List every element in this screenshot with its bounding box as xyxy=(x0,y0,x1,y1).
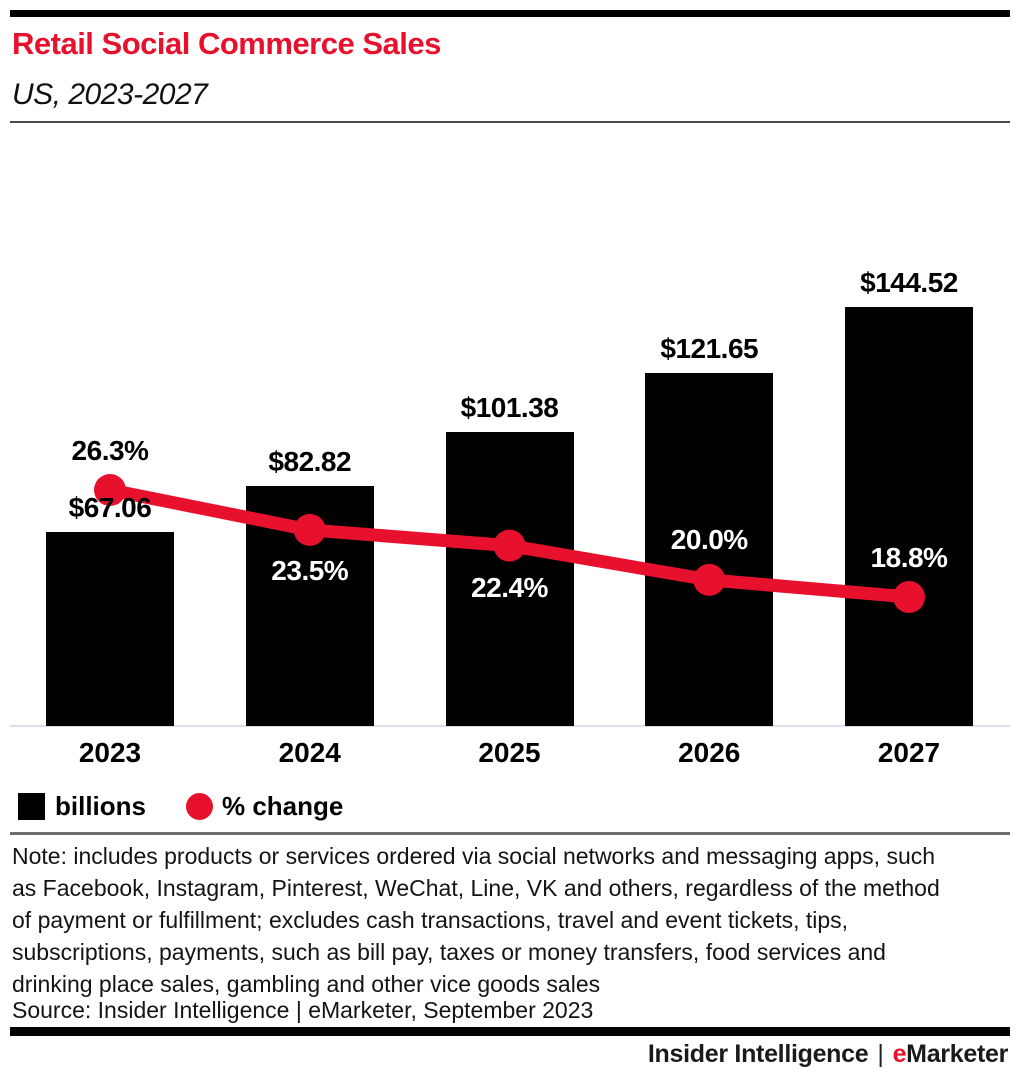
brand-emarketer: eMarketer xyxy=(892,1040,1009,1068)
page-title: Retail Social Commerce Sales xyxy=(12,26,441,61)
brand-pipe: | xyxy=(877,1040,884,1068)
note-text: Note: includes products or services orde… xyxy=(12,840,940,1000)
brand-e: e xyxy=(892,1040,907,1068)
billions-square-swatch-icon xyxy=(18,793,45,820)
bar-2027 xyxy=(845,306,973,726)
pct-change-label-2024: 23.5% xyxy=(271,554,349,586)
x-axis-label-2025: 2025 xyxy=(478,737,541,768)
bar-value-label-2026: $121.65 xyxy=(660,333,759,365)
note-line: as Facebook, Instagram, Pinterest, WeCha… xyxy=(12,875,940,901)
source-text: Source: Insider Intelligence | eMarketer… xyxy=(12,997,594,1023)
brand-marketer: Marketer xyxy=(906,1040,1008,1068)
chart-subtitle: US, 2023-2027 xyxy=(12,78,208,111)
bar-value-label-2024: $82.82 xyxy=(268,445,352,477)
note-line: of payment or fulfillment; excludes cash… xyxy=(12,907,849,933)
legend-label-billions: billions xyxy=(55,791,146,821)
pct-change-label-2027: 18.8% xyxy=(870,542,948,574)
x-axis-label-2023: 2023 xyxy=(78,737,142,768)
pct-change-label-2026: 20.0% xyxy=(670,523,748,555)
bar-value-label-2023: $67.06 xyxy=(68,491,152,523)
footer-divider xyxy=(10,1027,1010,1036)
pct-change-label-2023: 26.3% xyxy=(71,435,149,466)
x-axis-label-2026: 2026 xyxy=(678,737,741,768)
top-accent-bar xyxy=(10,10,1010,17)
note-line: drinking place sales, gambling and other… xyxy=(12,971,601,997)
brand-footer: Insider Intelligence | eMarketer xyxy=(648,1040,1008,1069)
bar-2024 xyxy=(245,485,374,726)
legend-label-pct-change: % change xyxy=(222,791,344,821)
brand-insider-intelligence: Insider Intelligence xyxy=(647,1040,869,1068)
legend-item-billions: billions xyxy=(18,791,146,822)
legend: billions % change xyxy=(18,791,343,822)
x-axis-label-2024: 2024 xyxy=(278,737,341,768)
pct-change-label-2025: 22.4% xyxy=(471,571,548,603)
note-line: Note: includes products or services orde… xyxy=(12,843,936,869)
header-divider xyxy=(10,121,1010,123)
x-axis-line xyxy=(10,725,1010,727)
legend-item-pct-change: % change xyxy=(186,791,343,822)
bar-value-label-2025: $101.38 xyxy=(460,391,559,423)
x-axis-label-2027: 2027 xyxy=(877,737,941,768)
pct-change-circle-swatch-icon xyxy=(186,793,213,820)
bar-value-label-2027: $144.52 xyxy=(860,266,958,298)
note-line: subscriptions, payments, such as bill pa… xyxy=(12,939,886,965)
bar-2023 xyxy=(46,531,174,726)
legend-divider xyxy=(10,832,1010,835)
